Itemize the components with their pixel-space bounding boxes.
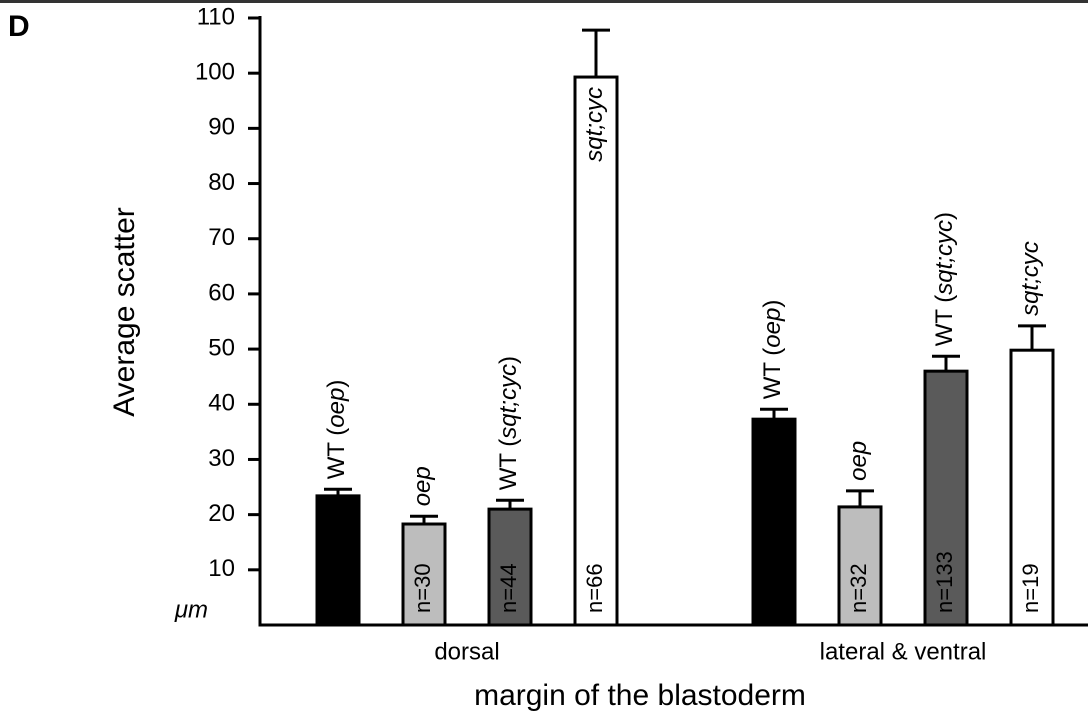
n-label: n=32: [846, 563, 871, 613]
y-tick-label: 50: [208, 334, 235, 361]
legend-label: oep: [845, 441, 872, 481]
x-tick-label: lateral & ventral: [820, 638, 987, 665]
y-tick-label: 30: [208, 445, 235, 472]
y-tick-label: 60: [208, 279, 235, 306]
legend-label: WT (sqt;cyc): [495, 356, 522, 490]
panel-label: D: [8, 10, 30, 43]
y-tick-label: 80: [208, 169, 235, 196]
unit-label: μm: [174, 596, 208, 623]
legend-label: oep: [409, 466, 436, 506]
n-label: n=133: [932, 551, 957, 613]
legend-label: sqt;cyc: [581, 87, 608, 162]
y-tick-label: 90: [208, 114, 235, 141]
legend-label: sqt;cyc: [1017, 241, 1044, 316]
legend-label: WT (oep): [759, 300, 786, 400]
n-label: n=64: [324, 563, 349, 613]
x-tick-label: dorsal: [434, 638, 499, 665]
n-label: n=19: [1018, 563, 1043, 613]
chart: D Average scatter margin of the blastode…: [0, 0, 1088, 721]
top-border: [0, 0, 1088, 3]
y-tick-label: 110: [197, 3, 235, 30]
y-tick-label: 100: [195, 59, 235, 86]
n-label: n=44: [496, 563, 521, 613]
x-axis-title: margin of the blastoderm: [474, 679, 806, 712]
n-label: n=66: [582, 563, 607, 613]
y-tick-label: 20: [208, 500, 235, 527]
y-tick-label: 10: [208, 555, 235, 582]
y-tick-label: 40: [208, 390, 235, 417]
n-label: n=92: [760, 563, 785, 613]
y-axis-title: Average scatter: [108, 207, 141, 417]
y-tick-label: 70: [208, 224, 235, 251]
legend-label: WT (oep): [323, 380, 350, 480]
legend-label: WT (sqt;cyc): [931, 212, 958, 346]
n-label: n=30: [410, 563, 435, 613]
